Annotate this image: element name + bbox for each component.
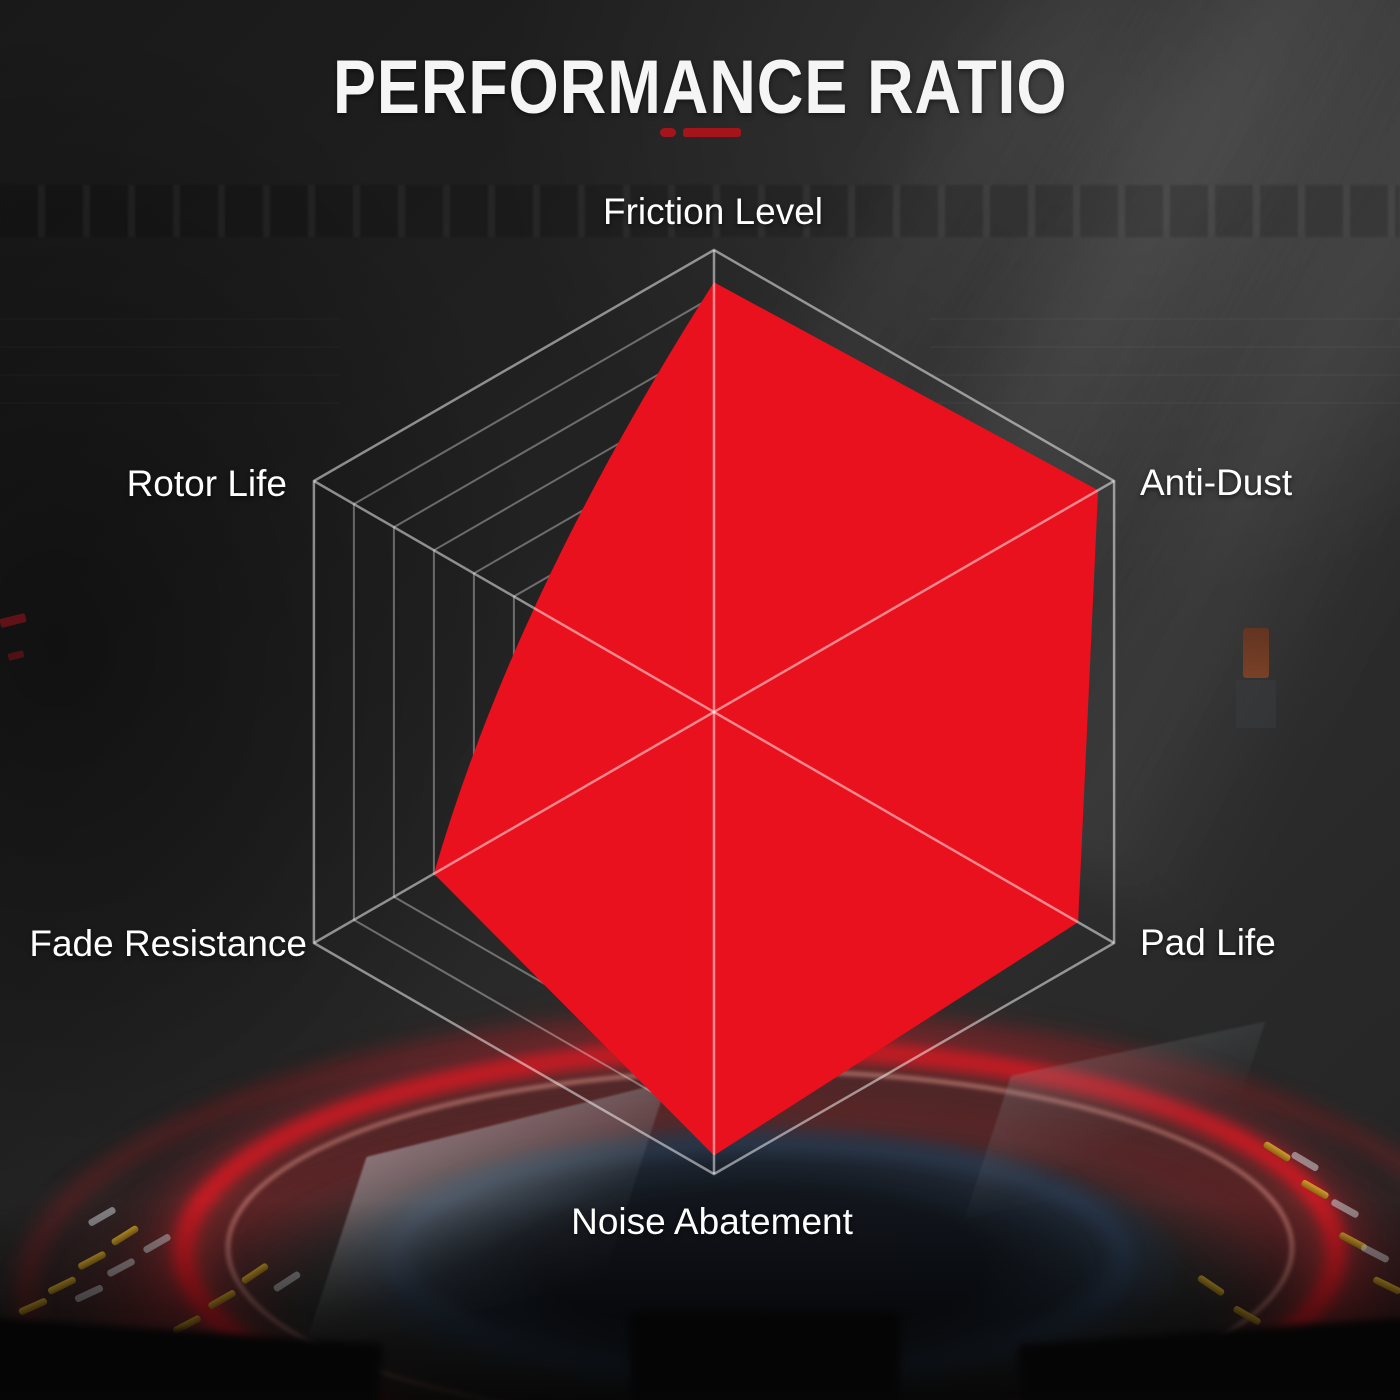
right-edge-machine-part <box>1243 628 1269 678</box>
axis-label-pad-life: Pad Life <box>1140 922 1276 963</box>
right-edge-machine-part <box>1236 680 1276 728</box>
radar-data-polygon <box>433 282 1099 1156</box>
axis-label-rotor-life: Rotor Life <box>126 463 287 504</box>
background-machinery-lines <box>930 300 1400 430</box>
title-underline <box>0 128 1400 137</box>
radar-axis-spoke <box>313 479 1115 945</box>
bottom-vignette <box>0 1200 1400 1400</box>
axis-label-anti-dust: Anti-Dust <box>1140 462 1293 503</box>
title-underline-bar <box>682 128 741 137</box>
title-underline-dot <box>659 128 676 137</box>
background-tread-texture <box>0 185 1400 237</box>
background-machinery-lines <box>0 300 340 430</box>
axis-label-fade-resistance: Fade Resistance <box>29 923 307 964</box>
axis-label-friction-level: Friction Level <box>602 191 824 232</box>
page-title: PERFORMANCE RATIO <box>332 45 1068 130</box>
chart-title-block: PERFORMANCE RATIO <box>0 44 1400 137</box>
axis-label-noise-abatement: Noise Abatement <box>571 1201 853 1242</box>
